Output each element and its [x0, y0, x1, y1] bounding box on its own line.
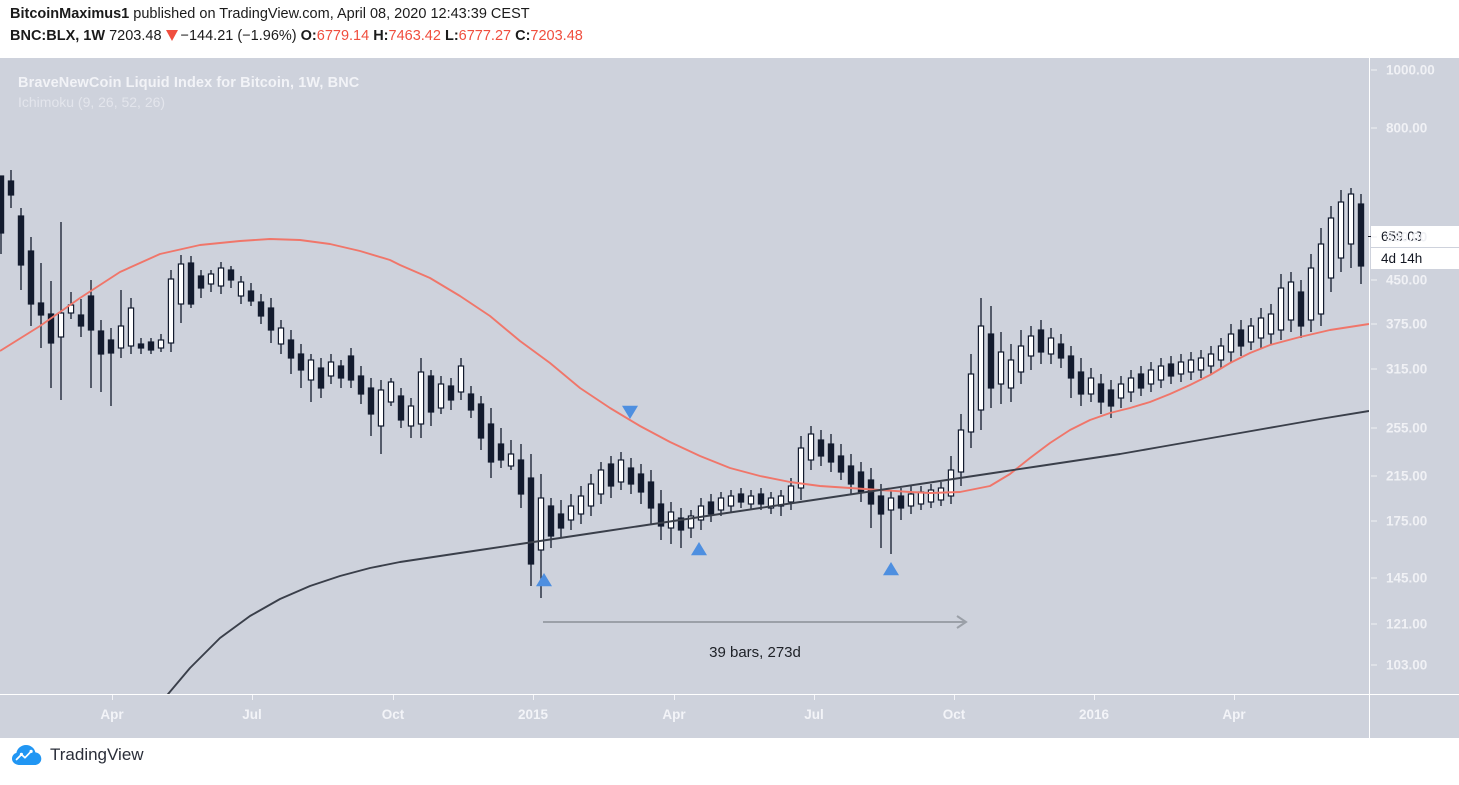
time-axis-label: Jul — [804, 707, 824, 722]
time-axis-label: Jul — [242, 707, 262, 722]
chart-plot-area[interactable]: BraveNewCoin Liquid Index for Bitcoin, 1… — [0, 58, 1369, 694]
price-axis-label: 800.00 — [1386, 120, 1428, 136]
bar-countdown-tag: 4d 14h — [1371, 248, 1459, 269]
chart-header: BitcoinMaximus1 published on TradingView… — [10, 4, 1450, 46]
time-tick — [814, 695, 815, 700]
price-tick — [1371, 623, 1377, 625]
publish-info: published on TradingView.com, April 08, … — [133, 6, 530, 22]
time-tick — [954, 695, 955, 700]
time-tick — [112, 695, 113, 700]
time-axis-label: 2015 — [517, 707, 549, 722]
up-triangle-marker — [536, 573, 552, 587]
price-tick — [1371, 577, 1377, 579]
price-axis-label: 121.00 — [1386, 616, 1428, 632]
axis-corner — [1369, 694, 1459, 738]
last-price: 7203.48 — [109, 28, 162, 44]
open-label: O: — [300, 28, 317, 44]
symbol-label: BNC:BLX, 1W — [10, 28, 106, 44]
high-label: H: — [373, 28, 389, 44]
time-axis-label: Apr — [1222, 707, 1246, 722]
low-value: 6777.27 — [458, 28, 512, 44]
price-tick — [1371, 664, 1377, 666]
price-axis-label: 255.00 — [1386, 420, 1428, 436]
publish-line: BitcoinMaximus1 published on TradingView… — [10, 4, 1450, 24]
tradingview-cloud-logo-icon — [12, 745, 42, 765]
price-axis-label: 375.00 — [1386, 316, 1428, 332]
price-axis-label: 145.00 — [1386, 570, 1428, 586]
author-name: BitcoinMaximus1 — [10, 6, 130, 22]
low-label: L: — [444, 28, 459, 44]
time-tick — [252, 695, 253, 700]
price-tick — [1371, 427, 1377, 429]
price-tick — [1371, 520, 1377, 522]
price-tick — [1371, 279, 1377, 281]
close-value: 7203.48 — [530, 28, 583, 44]
price-tick — [1371, 236, 1377, 238]
time-tick — [1094, 695, 1095, 700]
time-tick — [533, 695, 534, 700]
footer-brand-name: TradingView — [50, 745, 144, 764]
up-triangle-marker — [691, 542, 707, 556]
price-tick — [1371, 323, 1377, 325]
measure-tool-label: 39 bars, 273d — [709, 644, 801, 661]
up-triangle-marker — [883, 562, 899, 576]
price-tick — [1371, 127, 1377, 129]
price-change: −144.21 (−1.96%) — [180, 28, 297, 44]
close-label: C: — [515, 28, 531, 44]
price-axis-label: 215.00 — [1386, 468, 1428, 484]
time-tick — [674, 695, 675, 700]
high-value: 7463.42 — [388, 28, 441, 44]
time-axis-label: Apr — [100, 707, 124, 722]
open-value: 6779.14 — [316, 28, 370, 44]
price-axis-label: 103.00 — [1386, 657, 1428, 673]
time-tick — [393, 695, 394, 700]
price-axis-label: 1000.00 — [1386, 62, 1435, 78]
price-axis[interactable]: 659.03 4d 14h 1000.00 800.00 530.00 450.00 3… — [1368, 58, 1459, 694]
price-tick — [1371, 368, 1377, 370]
quote-line: BNC:BLX, 1W 7203.48 −144.21 (−1.96%) O:67… — [10, 26, 1450, 46]
price-tick — [1371, 475, 1377, 477]
footer-branding: TradingView — [12, 744, 144, 766]
price-axis-label: 175.00 — [1386, 513, 1428, 529]
price-axis-label: 315.00 — [1386, 361, 1428, 377]
price-axis-label: 530.00 — [1386, 229, 1428, 245]
time-axis-label: Oct — [942, 707, 966, 722]
time-axis-label: Oct — [381, 707, 405, 722]
current-price-tag: 659.03 — [1371, 226, 1459, 247]
price-axis-label: 450.00 — [1386, 272, 1428, 288]
price-tick — [1371, 69, 1377, 71]
time-axis-label: Apr — [662, 707, 686, 722]
down-triangle-icon — [165, 30, 178, 41]
down-triangle-marker — [622, 405, 638, 419]
candlestick-plot — [0, 170, 1369, 694]
time-axis-label: 2016 — [1078, 707, 1110, 722]
time-axis[interactable]: Apr Jul Oct 2015 Apr Jul Oct 2016 Apr — [0, 694, 1369, 738]
time-tick — [1234, 695, 1235, 700]
